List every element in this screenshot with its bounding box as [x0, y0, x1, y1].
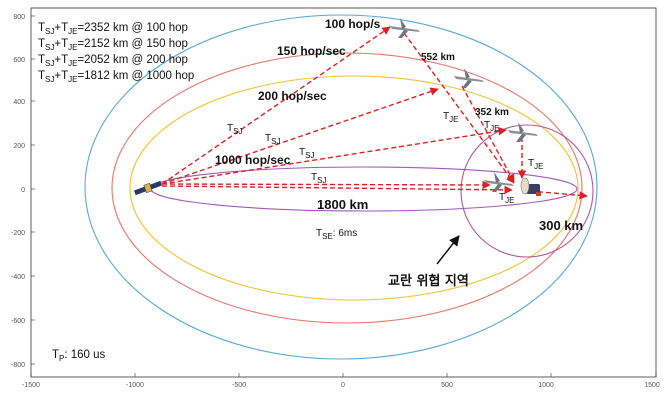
- label-150-hop: 150 hop/sec: [277, 44, 346, 58]
- y-tick-label: 600: [13, 57, 25, 64]
- tick-marks: [30, 15, 657, 377]
- y-tick-label: 0: [21, 187, 25, 194]
- y-tick-label: -800: [11, 362, 25, 369]
- x-tick-label: 1500: [644, 382, 660, 389]
- label-tje: TJE: [528, 158, 543, 171]
- satellite-icon: [133, 180, 163, 196]
- x-tick-label: -500: [232, 382, 246, 389]
- label-200-hop: 200 hop/sec: [258, 89, 327, 103]
- label-tsj: TSJ: [299, 147, 314, 160]
- legend-entry: TSJ+TJE=2352 km @ 100 hop: [38, 22, 188, 36]
- label-100-hop: 100 hop/s: [325, 17, 381, 31]
- label-1800-km: 1800 km: [317, 197, 368, 212]
- x-tick-label: 1000: [538, 382, 554, 389]
- x-tick-label: -1500: [22, 382, 40, 389]
- x-tick-label: -1000: [126, 382, 144, 389]
- ellipse-150-hop: [111, 52, 583, 324]
- path-ts-to-150hop: [161, 127, 507, 185]
- x-tick-label: 500: [441, 382, 453, 389]
- label-tsj: TSJ: [265, 133, 280, 146]
- label-tsj: TSJ: [227, 123, 242, 136]
- path-ts-to-target: [161, 185, 513, 195]
- path-ts-to-1000hop: [161, 180, 491, 190]
- label-300-km: 300 km: [539, 218, 583, 233]
- legend-entry: TSJ+TJE=1812 km @ 1000 hop: [38, 70, 194, 84]
- y-tick-label: 800: [13, 14, 25, 21]
- ellipse-200-hop: [129, 75, 579, 301]
- label-tse: TSE: 6ms: [316, 228, 357, 241]
- label-tsj: TSJ: [311, 172, 326, 185]
- jamming-threat-zone: [460, 124, 594, 258]
- drone-icon: [505, 122, 538, 142]
- label-tje: TJE: [443, 111, 458, 124]
- zone-pointer-arrow: [436, 235, 460, 265]
- legend: TSJ+TJE=2352 km @ 100 hop TSJ+TJE=2152 k…: [38, 22, 194, 84]
- y-tick-label: 200: [13, 143, 25, 150]
- path-100hop-to-target: [403, 32, 515, 184]
- label-tje: TJE: [499, 192, 514, 205]
- legend-entry: TSJ+TJE=2152 km @ 150 hop: [38, 38, 188, 52]
- y-tick-label: -400: [11, 274, 25, 281]
- y-tick-labels: 800 600 400 200 0 -200 -400 -600 -800: [11, 14, 25, 369]
- ellipse-100-hop: [84, 14, 598, 360]
- drone-icon: [387, 18, 420, 38]
- y-tick-label: -600: [11, 318, 25, 325]
- receiver-icon: [520, 177, 541, 196]
- signal-paths: [161, 26, 588, 200]
- path-200hop-to-target: [461, 85, 515, 183]
- x-tick-label: 0: [341, 382, 345, 389]
- y-tick-label: 400: [13, 99, 25, 106]
- legend-entry: TSJ+TJE=2052 km @ 200 hop: [38, 54, 188, 68]
- path-ts-to-200hop: [161, 87, 439, 185]
- label-jamming-zone: 교란 위협 지역: [388, 273, 469, 289]
- path-ts-to-100hop: [161, 26, 391, 185]
- label-1000-hop: 1000 hop/sec: [215, 153, 291, 167]
- y-tick-label: -200: [11, 230, 25, 237]
- label-352-km: 352 km: [475, 107, 509, 118]
- label-tje: TJE: [484, 120, 499, 133]
- label-552-km: 552 km: [421, 52, 455, 63]
- drone-icon: [451, 68, 484, 88]
- label-tp: TP: 160 us: [52, 349, 106, 363]
- x-tick-labels: -1500 -1000 -500 0 500 1000 1500: [22, 382, 660, 389]
- drone-icon: [481, 172, 514, 192]
